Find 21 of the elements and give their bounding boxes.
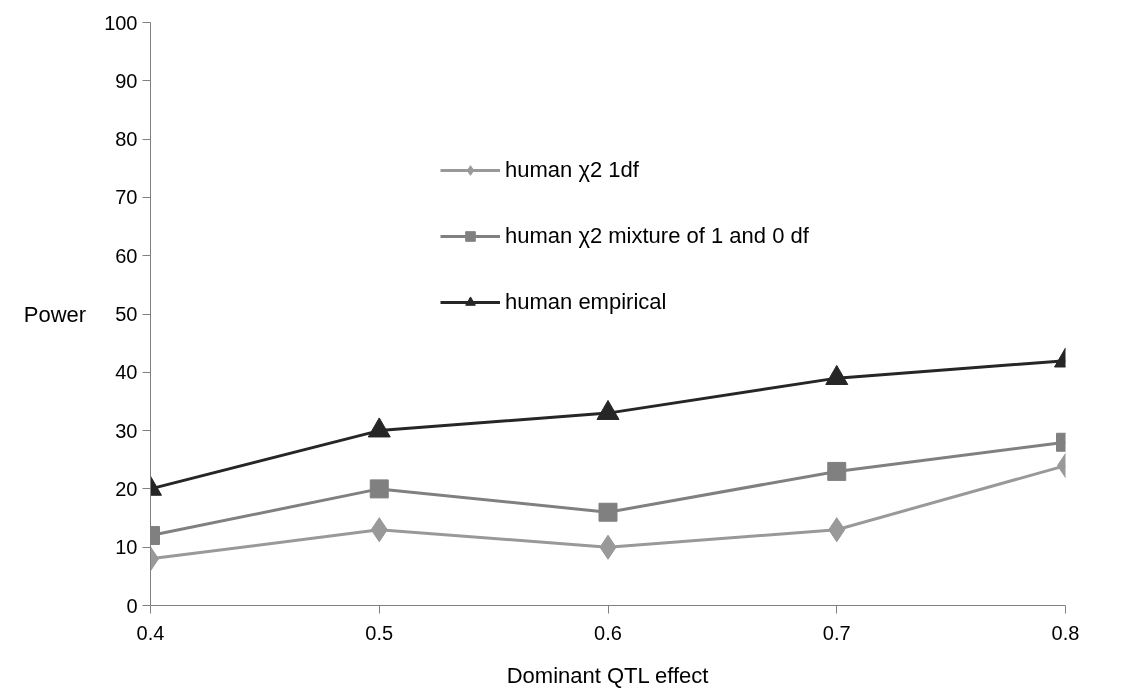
x-tick-label: 0.5	[365, 621, 394, 644]
legend-label: human empirical	[505, 289, 667, 315]
y-tick-label: 100	[104, 11, 138, 34]
legend-label: human χ2 1df	[505, 157, 639, 183]
y-tick-label: 20	[115, 477, 138, 500]
y-tick-label: 90	[115, 69, 138, 92]
y-tick-label: 60	[115, 244, 138, 267]
y-tick-label: 70	[115, 186, 138, 209]
x-axis-title: Dominant QTL effect	[506, 662, 709, 688]
x-tick-label: 0.8	[1051, 621, 1080, 644]
y-tick-label: 0	[126, 594, 138, 617]
y-axis-title: Power	[23, 301, 87, 327]
y-tick-label: 50	[115, 303, 138, 325]
x-tick-label: 0.6	[594, 621, 622, 644]
y-tick-label: 80	[115, 128, 138, 151]
y-tick-label: 10	[115, 536, 138, 559]
x-tick-label: 0.4	[136, 621, 165, 644]
x-tick-label: 0.7	[822, 621, 851, 644]
y-tick-label: 30	[115, 419, 138, 442]
legend-label: human χ2 mixture of 1 and 0 df	[505, 223, 809, 249]
y-tick-label: 40	[115, 361, 138, 384]
